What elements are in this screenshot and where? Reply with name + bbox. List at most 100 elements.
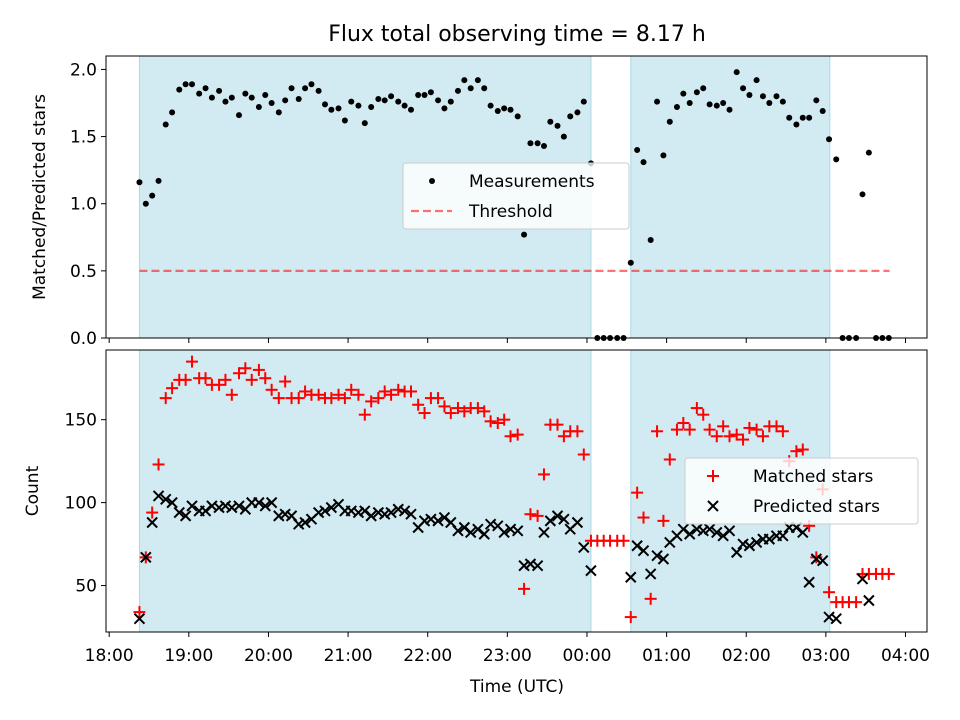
predicted-star-point [863, 594, 875, 607]
measurement-point [288, 85, 295, 92]
matched-star-point [737, 433, 750, 446]
measurement-point [534, 140, 541, 147]
measurement-point [865, 149, 872, 156]
matched-star-point [365, 395, 378, 408]
x-tick-label: 00:00 [562, 646, 611, 666]
measurement-point [149, 192, 156, 199]
matched-star-point [166, 382, 179, 395]
measurement-point [547, 118, 554, 125]
matched-star-point [272, 392, 285, 405]
measurement-point [786, 114, 793, 121]
measurement-point [441, 105, 448, 112]
measurement-point [693, 89, 700, 96]
matched-star-point [551, 418, 564, 431]
predicted-star-point [637, 545, 650, 557]
measurement-point [275, 109, 282, 116]
predicted-star-point [856, 573, 869, 585]
measurement-point [859, 191, 866, 198]
predicted-star-point [651, 549, 663, 562]
measurement-point [381, 97, 388, 104]
measurement-point [501, 105, 508, 112]
matched-star-point [345, 383, 358, 396]
predicted-star-point [816, 554, 829, 567]
measurement-point [375, 95, 382, 102]
measurement-point [228, 94, 235, 101]
top-plot-frame [105, 55, 928, 339]
predicted-star-point [625, 571, 637, 583]
measurement-point [819, 108, 826, 115]
matched-star-point [743, 421, 756, 434]
measurement-point [328, 106, 335, 113]
matched-star-point [338, 392, 351, 405]
matched-star-point [624, 611, 637, 624]
measurement-point [706, 101, 713, 108]
predicted-star-point [405, 508, 417, 520]
predicted-star-point [538, 526, 550, 539]
measurement-point [176, 86, 183, 93]
predicted-star-point [166, 496, 178, 509]
predicted-star-point [432, 515, 444, 527]
top-y-axis-label: Matched/Predicted stars [30, 94, 50, 300]
measurement-point [401, 102, 408, 109]
measurement-point [407, 106, 414, 113]
matched-star-point [717, 420, 730, 433]
predicted-star-point [160, 493, 172, 506]
measurement-point [268, 100, 275, 106]
y-tick-label: 0.0 [70, 329, 97, 349]
matched-star-point [451, 402, 464, 415]
predicted-star-point [186, 500, 198, 512]
measurement-point [487, 102, 494, 109]
measurement-point [666, 118, 673, 125]
bottom-plot-frame [105, 349, 928, 633]
measurement-point [208, 94, 215, 101]
measurement-point [507, 106, 514, 113]
measurement-point [315, 87, 322, 94]
matched-star-point [756, 430, 769, 443]
measurement-point [136, 179, 143, 186]
predicted-star-point [498, 526, 510, 539]
matched-star-point [677, 416, 690, 429]
legend-predicted-marker [707, 500, 719, 512]
measurement-point [348, 98, 355, 105]
y-tick-label: 50 [75, 577, 97, 597]
predicted-star-point [140, 551, 152, 564]
measurement-point [368, 104, 375, 111]
measurement-point [447, 98, 454, 105]
matched-star-point [524, 508, 537, 521]
matched-star-point [697, 408, 710, 421]
matched-star-point [471, 402, 484, 415]
top-legend-box [402, 162, 630, 230]
matched-star-point [372, 392, 385, 405]
matched-star-point [358, 408, 371, 421]
matched-star-point [239, 362, 252, 375]
matched-star-point [663, 453, 676, 466]
matched-star-point [710, 430, 723, 443]
predicted-star-point [723, 525, 736, 537]
observing-interval [630, 55, 831, 339]
y-tick-label: 2.0 [70, 60, 97, 80]
measurement-point [361, 120, 368, 127]
predicted-star-point [478, 528, 490, 540]
predicted-star-point [511, 525, 524, 537]
predicted-star-point [179, 510, 192, 522]
matched-star-point [352, 388, 365, 401]
matched-star-point [312, 388, 325, 401]
measurement-point [647, 236, 654, 243]
matched-star-point [518, 582, 531, 595]
predicted-star-point [683, 528, 696, 540]
matched-star-point [571, 425, 584, 438]
x-tick-label: 23:00 [483, 646, 532, 666]
measurement-point [196, 90, 203, 97]
measurement-point [753, 77, 760, 84]
predicted-star-point [743, 540, 756, 552]
matched-star-point [637, 511, 650, 524]
matched-star-point [152, 458, 165, 471]
matched-star-point [498, 413, 511, 426]
matched-star-point [219, 373, 232, 386]
matched-star-point [332, 388, 345, 401]
predicted-star-point [465, 526, 477, 539]
matched-star-point [683, 423, 696, 436]
matched-star-point [292, 392, 305, 405]
matched-star-point [537, 468, 550, 481]
y-tick-label: 1.5 [70, 128, 97, 148]
